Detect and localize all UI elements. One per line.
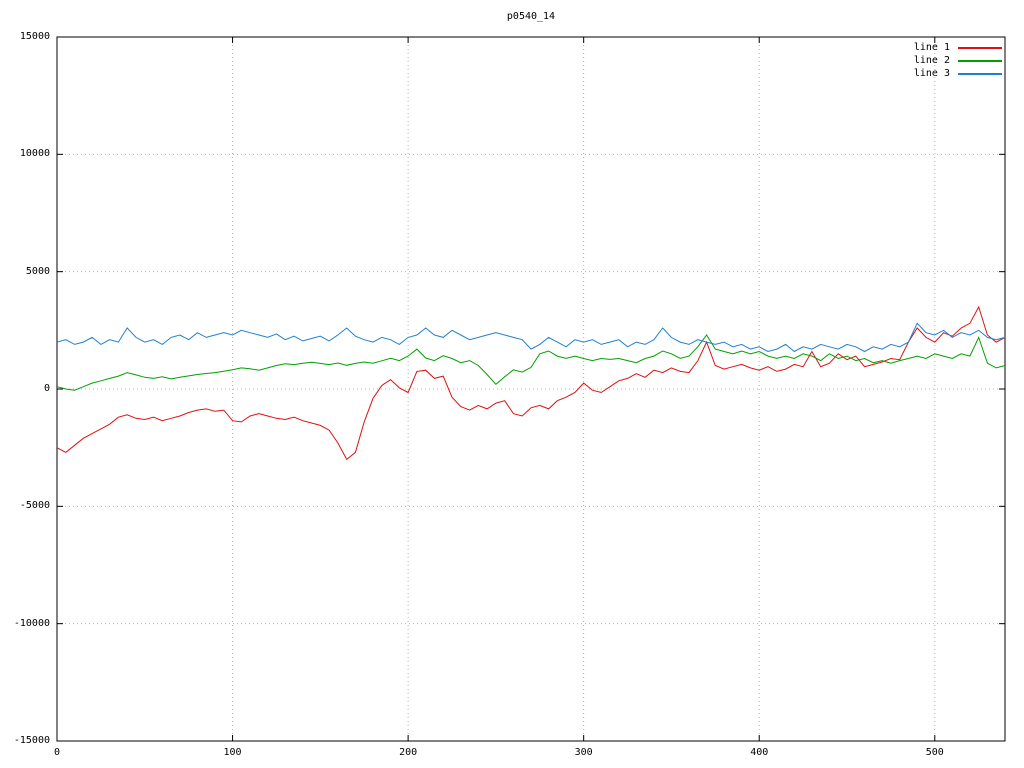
legend-label: line 3 [913,68,950,79]
x-tick-label: 300 [574,747,593,758]
y-tick-label: -10000 [13,617,50,629]
x-tick-label: 400 [750,747,769,758]
y-tick-label: -5000 [19,500,50,512]
y-tick-label: 10000 [19,148,50,160]
chart-title: p0540_14 [506,11,556,22]
x-tick-label: 100 [223,747,242,758]
legend-label: line 2 [913,55,950,66]
legend-label: line 1 [913,42,950,53]
y-tick-label: 0 [43,383,50,394]
x-tick-label: 500 [925,747,944,758]
y-tick-label: -15000 [13,735,50,746]
legend-line-sample [958,46,1002,49]
legend-entry-line3: line 3 [914,67,1002,80]
x-tick-label: 0 [53,747,61,758]
legend: line 1 line 2 line 3 [914,41,1002,80]
legend-line-sample [958,72,1002,75]
y-tick-label: 15000 [19,31,50,42]
y-tick-label: 5000 [25,265,50,277]
legend-entry-line2: line 2 [914,54,1002,67]
x-tick-label: 200 [399,747,418,758]
legend-line-sample [958,59,1002,62]
legend-entry-line1: line 1 [914,41,1002,54]
